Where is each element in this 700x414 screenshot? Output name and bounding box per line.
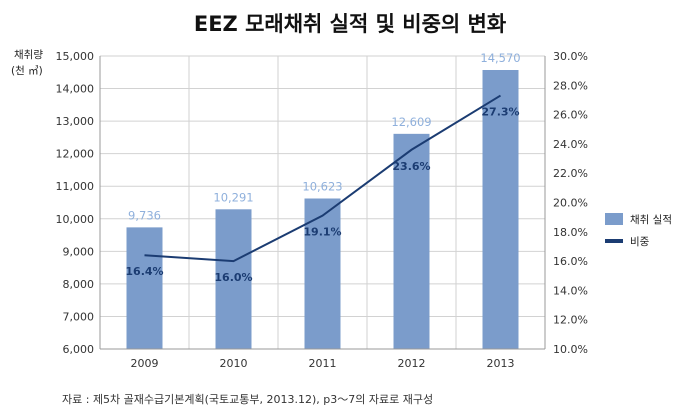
y-right-tick-label: 30.0%: [553, 50, 588, 63]
y-left-tick-label: 6,000: [63, 343, 95, 356]
y-right-tick-label: 18.0%: [553, 226, 588, 239]
y-right-tick-label: 14.0%: [553, 284, 588, 297]
bar-series: [126, 69, 519, 349]
line-value-label: 27.3%: [481, 106, 519, 119]
x-tick-label: 2010: [220, 357, 248, 370]
legend-swatch-bar: [605, 213, 623, 225]
y-left-tick-label: 7,000: [63, 310, 95, 323]
gridlines: [100, 55, 545, 349]
line-value-label: 16.4%: [125, 265, 163, 278]
y-left-tick-label: 11,000: [56, 180, 95, 193]
bar: [482, 69, 519, 349]
bar: [393, 133, 430, 349]
x-tick-label: 2011: [309, 357, 337, 370]
line-series: [144, 94, 502, 263]
y-left-tick-label: 14,000: [56, 83, 95, 96]
bar: [215, 209, 252, 349]
legend-label-line: 비중: [630, 236, 650, 248]
line-path: [144, 94, 502, 263]
x-tick-label: 2013: [487, 357, 515, 370]
x-tick-label: 2012: [398, 357, 426, 370]
y-right-tick-label: 22.0%: [553, 167, 588, 180]
x-tick-label: 2009: [131, 357, 159, 370]
y-left-tick-label: 15,000: [56, 50, 95, 63]
y-right-tick-label: 28.0%: [553, 79, 588, 92]
data-labels: 9,736 10,291 10,623 12,609 14,570 16.4% 16.0% 1…: [125, 51, 520, 284]
y-right-tick-label: 20.0%: [553, 197, 588, 210]
y-right-tick-label: 24.0%: [553, 138, 588, 151]
y-right-tick-label: 16.0%: [553, 255, 588, 268]
y-axis-title-line1: 채취량: [14, 49, 43, 61]
chart-title: EEZ 모래채취 실적 및 비중의 변화: [194, 12, 507, 36]
bar-value-label: 9,736: [128, 208, 161, 222]
bar-value-label: 10,291: [213, 190, 253, 204]
line-value-label: 16.0%: [214, 271, 252, 284]
y-right-tick-label: 26.0%: [553, 109, 588, 122]
source-note: 자료 : 제5차 골재수급기본계획(국토교통부, 2013.12), p3～7의…: [62, 393, 433, 406]
y-left-tick-label: 8,000: [63, 278, 95, 291]
y-left-tick-label: 10,000: [56, 213, 95, 226]
y-right-tick-label: 12.0%: [553, 314, 588, 327]
line-value-label: 23.6%: [392, 160, 430, 173]
legend-swatch-line: [605, 239, 623, 243]
bar-value-label: 10,623: [302, 179, 342, 193]
y-left-tick-label: 12,000: [56, 148, 95, 161]
y-left-tick-label: 13,000: [56, 115, 95, 128]
bar-value-label: 14,570: [480, 51, 520, 65]
y-right-tick-label: 10.0%: [553, 343, 588, 356]
y-left-tick-label: 9,000: [63, 245, 95, 258]
legend-label-bar: 채취 실적: [630, 214, 672, 226]
line-value-label: 19.1%: [303, 226, 341, 239]
axes: 6,000 7,000 8,000 9,000 10,000 11,000 12,000 13…: [56, 50, 588, 370]
bar: [304, 198, 341, 349]
y-axis-title-line2: (천 ㎥): [11, 64, 43, 77]
bar: [126, 227, 163, 349]
bar-value-label: 12,609: [391, 115, 431, 129]
